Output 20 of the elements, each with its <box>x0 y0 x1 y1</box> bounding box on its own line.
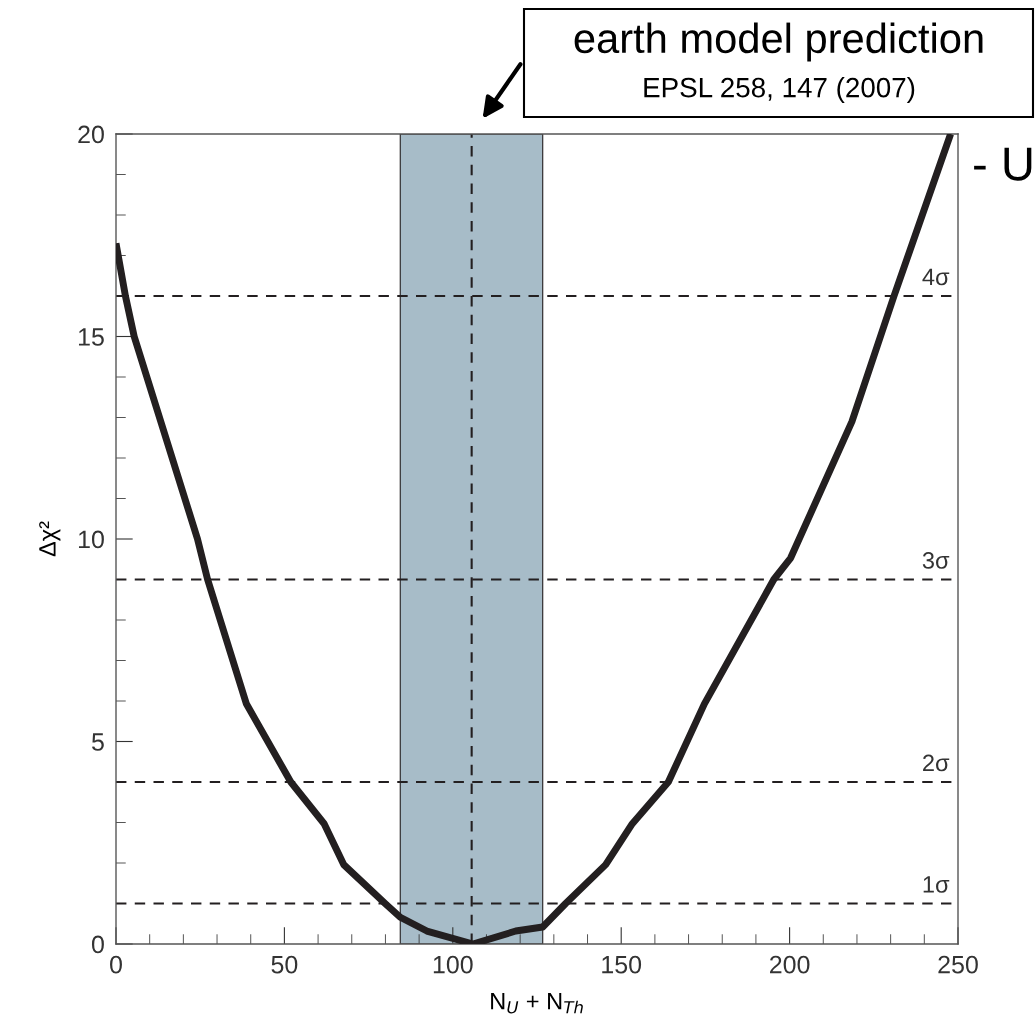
text: - U <box>974 147 1032 181</box>
x-tick-label: 250 <box>938 955 978 974</box>
y-tick-label: 15 <box>78 328 104 346</box>
x-tick-label: 150 <box>602 955 642 974</box>
ref-line-label: 2σ <box>923 754 950 772</box>
y-axis-title: Δχ² <box>39 521 61 557</box>
ref-line-label: 1σ <box>923 876 950 893</box>
x-tick-label: 50 <box>271 955 298 974</box>
text: EPSL 258, 147 (2007) <box>644 77 915 103</box>
ref-line-label: 4σ <box>922 268 950 286</box>
ref-line-label: 3σ <box>922 552 950 569</box>
y-tick-label: 20 <box>78 125 104 144</box>
y-tick-label: 0 <box>91 935 104 954</box>
y-tick-label: 10 <box>78 530 104 549</box>
y-tick-label: 5 <box>91 733 104 751</box>
x-tick-label: 100 <box>433 955 473 974</box>
x-tick-label: 0 <box>110 955 122 974</box>
text: earth model prediction <box>574 22 983 62</box>
x-axis-title: N$_{U}$ + N$_{Th}$ <box>491 993 583 1014</box>
x-tick-label: 200 <box>770 955 810 974</box>
